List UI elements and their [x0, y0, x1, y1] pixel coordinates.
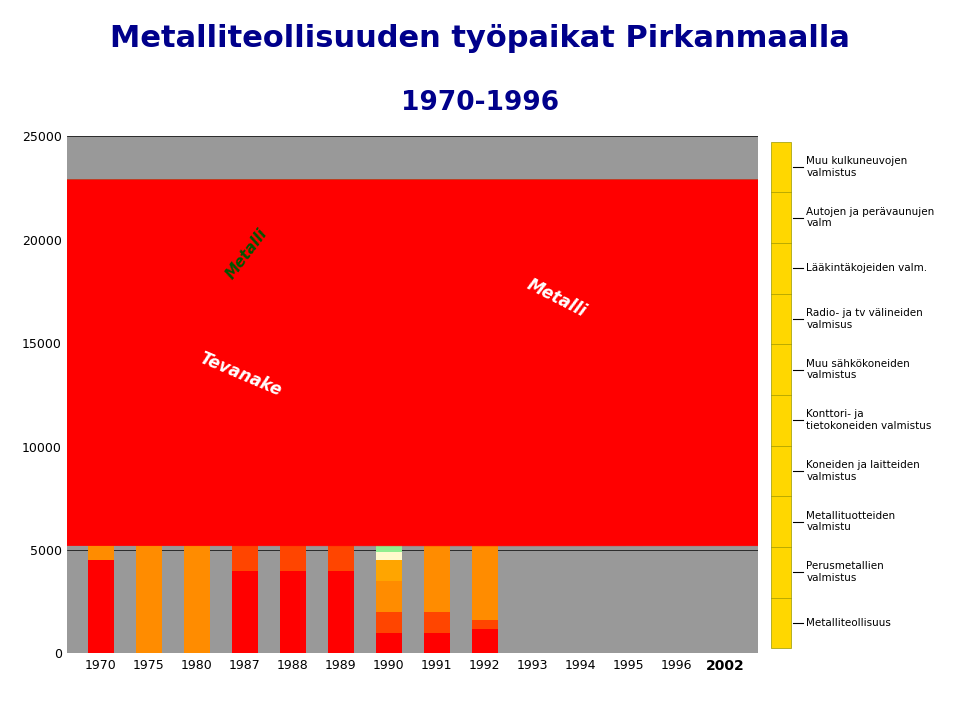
Bar [87, 560, 114, 653]
Bar [327, 279, 354, 292]
Bar [231, 285, 258, 300]
Text: Muu sähkökoneiden
valmistus: Muu sähkökoneiden valmistus [806, 359, 910, 381]
Polygon shape [0, 180, 960, 360]
Bar [279, 283, 306, 296]
Bar [375, 531, 402, 541]
Bar [327, 265, 354, 279]
Text: Metallituotteiden
valmistu: Metallituotteiden valmistu [806, 510, 896, 532]
Bar [87, 310, 114, 322]
Text: 17: 17 [780, 691, 795, 705]
Text: Metalliteollisuuden työpaikat Pirkanmaalla: Metalliteollisuuden työpaikat Pirkanmaal… [110, 24, 850, 53]
Bar [375, 633, 402, 653]
Bar [327, 219, 354, 230]
Bar [327, 292, 354, 333]
Bar [279, 261, 306, 269]
Bar [471, 414, 498, 424]
Text: Perusmetallien
valmistus: Perusmetallien valmistus [806, 561, 884, 583]
Bar [183, 333, 210, 653]
Bar [423, 381, 450, 388]
Bar [327, 240, 354, 250]
Text: Muu kulkuneuvojen
valmistus: Muu kulkuneuvojen valmistus [806, 156, 908, 178]
Bar [279, 571, 306, 653]
Bar [279, 242, 306, 252]
Bar [87, 322, 114, 560]
Bar [375, 581, 402, 612]
Bar [327, 571, 354, 653]
Text: Metalli: Metalli [524, 275, 589, 320]
Bar [375, 523, 402, 531]
Polygon shape [591, 202, 611, 256]
Bar [471, 620, 498, 628]
Bar [327, 230, 354, 240]
Bar [423, 416, 450, 426]
Bar [279, 296, 306, 306]
Bar [471, 424, 498, 455]
Bar [135, 244, 162, 653]
Bar [423, 404, 450, 416]
Bar [231, 571, 258, 653]
Text: Tevanake: Tevanake [196, 349, 284, 400]
Text: Autojen ja perävaunujen
valm: Autojen ja perävaunujen valm [806, 207, 935, 228]
Bar [471, 628, 498, 653]
Bar [231, 277, 258, 285]
Bar [279, 269, 306, 283]
Bar [231, 300, 258, 312]
Text: 1970-1996: 1970-1996 [401, 90, 559, 116]
Bar [423, 388, 450, 404]
Text: Radio- ja tv välineiden
valmisus: Radio- ja tv välineiden valmisus [806, 308, 924, 330]
Bar [423, 633, 450, 653]
Bar [423, 372, 450, 381]
Text: Metalli: Metalli [224, 226, 271, 282]
Text: Olli Niemi  19.5.2008: Olli Niemi 19.5.2008 [414, 691, 546, 705]
Bar [231, 269, 258, 277]
Text: Lääkintäkojeiden valm.: Lääkintäkojeiden valm. [806, 264, 927, 274]
Bar [231, 312, 258, 322]
Bar [375, 552, 402, 560]
Bar [231, 322, 258, 353]
Bar [423, 612, 450, 633]
Text: Metalliteollisuus: Metalliteollisuus [806, 618, 892, 628]
Bar [279, 306, 306, 343]
Text: Koneiden ja laitteiden
valmistus: Koneiden ja laitteiden valmistus [806, 460, 921, 482]
Text: Konttori- ja
tietokoneiden valmistus: Konttori- ja tietokoneiden valmistus [806, 409, 932, 431]
Bar [423, 426, 450, 457]
Bar [327, 333, 354, 508]
Bar [375, 515, 402, 523]
Bar [231, 258, 258, 269]
Bar [375, 505, 402, 515]
Bar [375, 541, 402, 552]
Bar [471, 405, 498, 414]
Polygon shape [577, 208, 610, 305]
Bar [231, 508, 258, 571]
Bar [375, 612, 402, 633]
Bar [279, 508, 306, 571]
Text: NCC Rakennus Oy: NCC Rakennus Oy [48, 691, 161, 705]
Bar [423, 362, 450, 372]
Bar [327, 250, 354, 265]
Polygon shape [0, 180, 960, 457]
Bar [231, 353, 258, 508]
Bar [423, 457, 450, 612]
Bar [279, 343, 306, 508]
Bar [471, 455, 498, 620]
Polygon shape [0, 248, 960, 546]
Bar [327, 508, 354, 571]
Bar [375, 560, 402, 581]
Bar [279, 252, 306, 261]
Bar [471, 395, 498, 405]
